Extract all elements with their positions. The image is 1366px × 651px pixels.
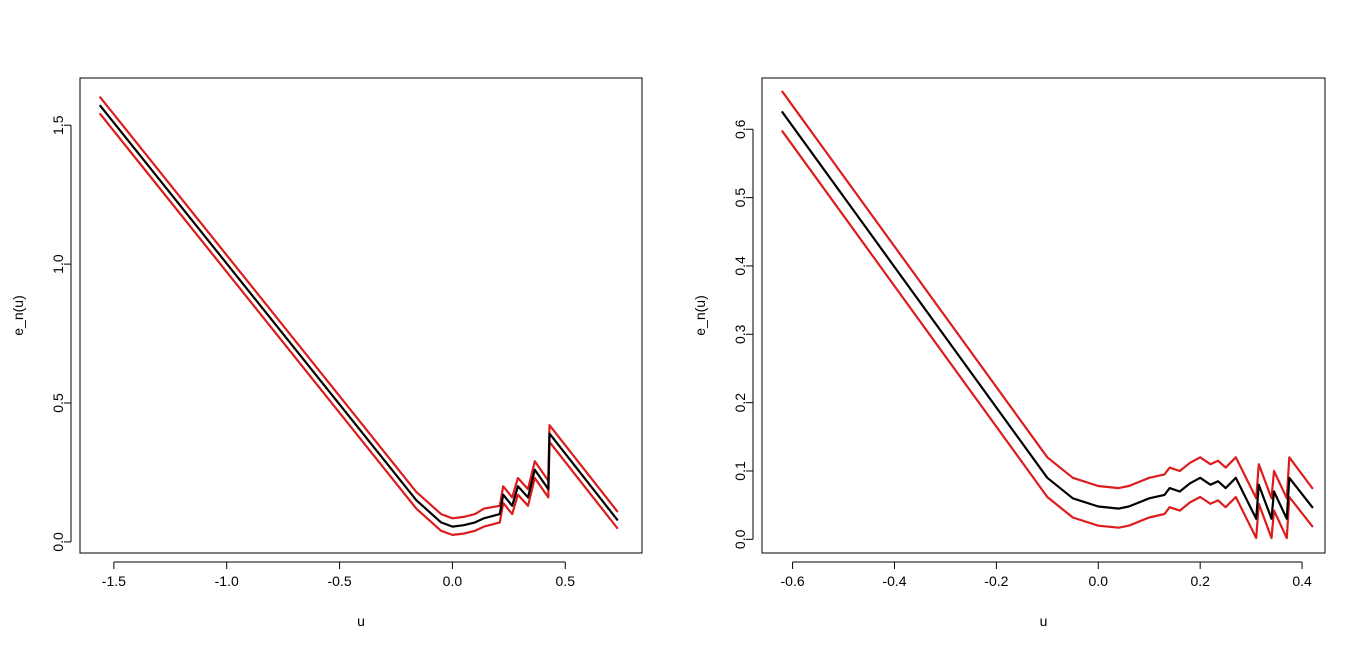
y-tick-label: 0.3 [732,324,748,344]
chart-panel-right: -0.6 -0.4 -0.2 0.0 0.2 0.4 0.0 0.1 0.2 0.3 0.4 0.5 0… [692,77,1326,629]
x-tick-label: -1.5 [102,573,126,589]
x-tick-label: -0.5 [327,573,351,589]
y-axis-label: e_n(u) [692,295,708,335]
x-tick-label: -0.2 [984,573,1008,589]
y-tick-label: 0.0 [732,529,748,549]
y-tick-label: 0.4 [732,256,748,276]
x-tick-label: 0.5 [556,573,576,589]
series-line-estimate [781,111,1314,520]
x-tick-label: 0.2 [1190,573,1210,589]
y-tick-label: 0.1 [732,461,748,481]
plot-frame [79,77,643,554]
y-tick-label: 0.5 [50,393,66,413]
y-tick-label: 1.5 [50,115,66,135]
series-line-estimate [99,104,619,528]
x-tick-label: -0.6 [781,573,805,589]
y-tick-label: 0.0 [50,532,66,552]
series-line-lower [781,130,1314,540]
series-line-lower [99,113,619,536]
x-axis-label: u [357,613,365,629]
x-axis-label: u [1040,613,1048,629]
series-line-upper [99,96,619,520]
plot-frame [761,77,1326,554]
y-tick-label: 0.2 [732,393,748,413]
y-axis-label: e_n(u) [10,295,26,335]
series-line-upper [781,90,1314,500]
x-tick-label: -1.0 [215,573,239,589]
x-tick-label: -0.4 [882,573,906,589]
chart-panel-left: -1.5 -1.0 -0.5 0.0 0.5 0.0 0.5 1.0 1.5 u e_n(u) [10,77,643,629]
x-tick-label: 0.0 [443,573,463,589]
y-tick-label: 1.0 [50,254,66,274]
y-tick-label: 0.5 [732,188,748,208]
x-tick-label: 0.4 [1292,573,1312,589]
y-tick-label: 0.6 [732,119,748,139]
x-tick-label: 0.0 [1089,573,1109,589]
